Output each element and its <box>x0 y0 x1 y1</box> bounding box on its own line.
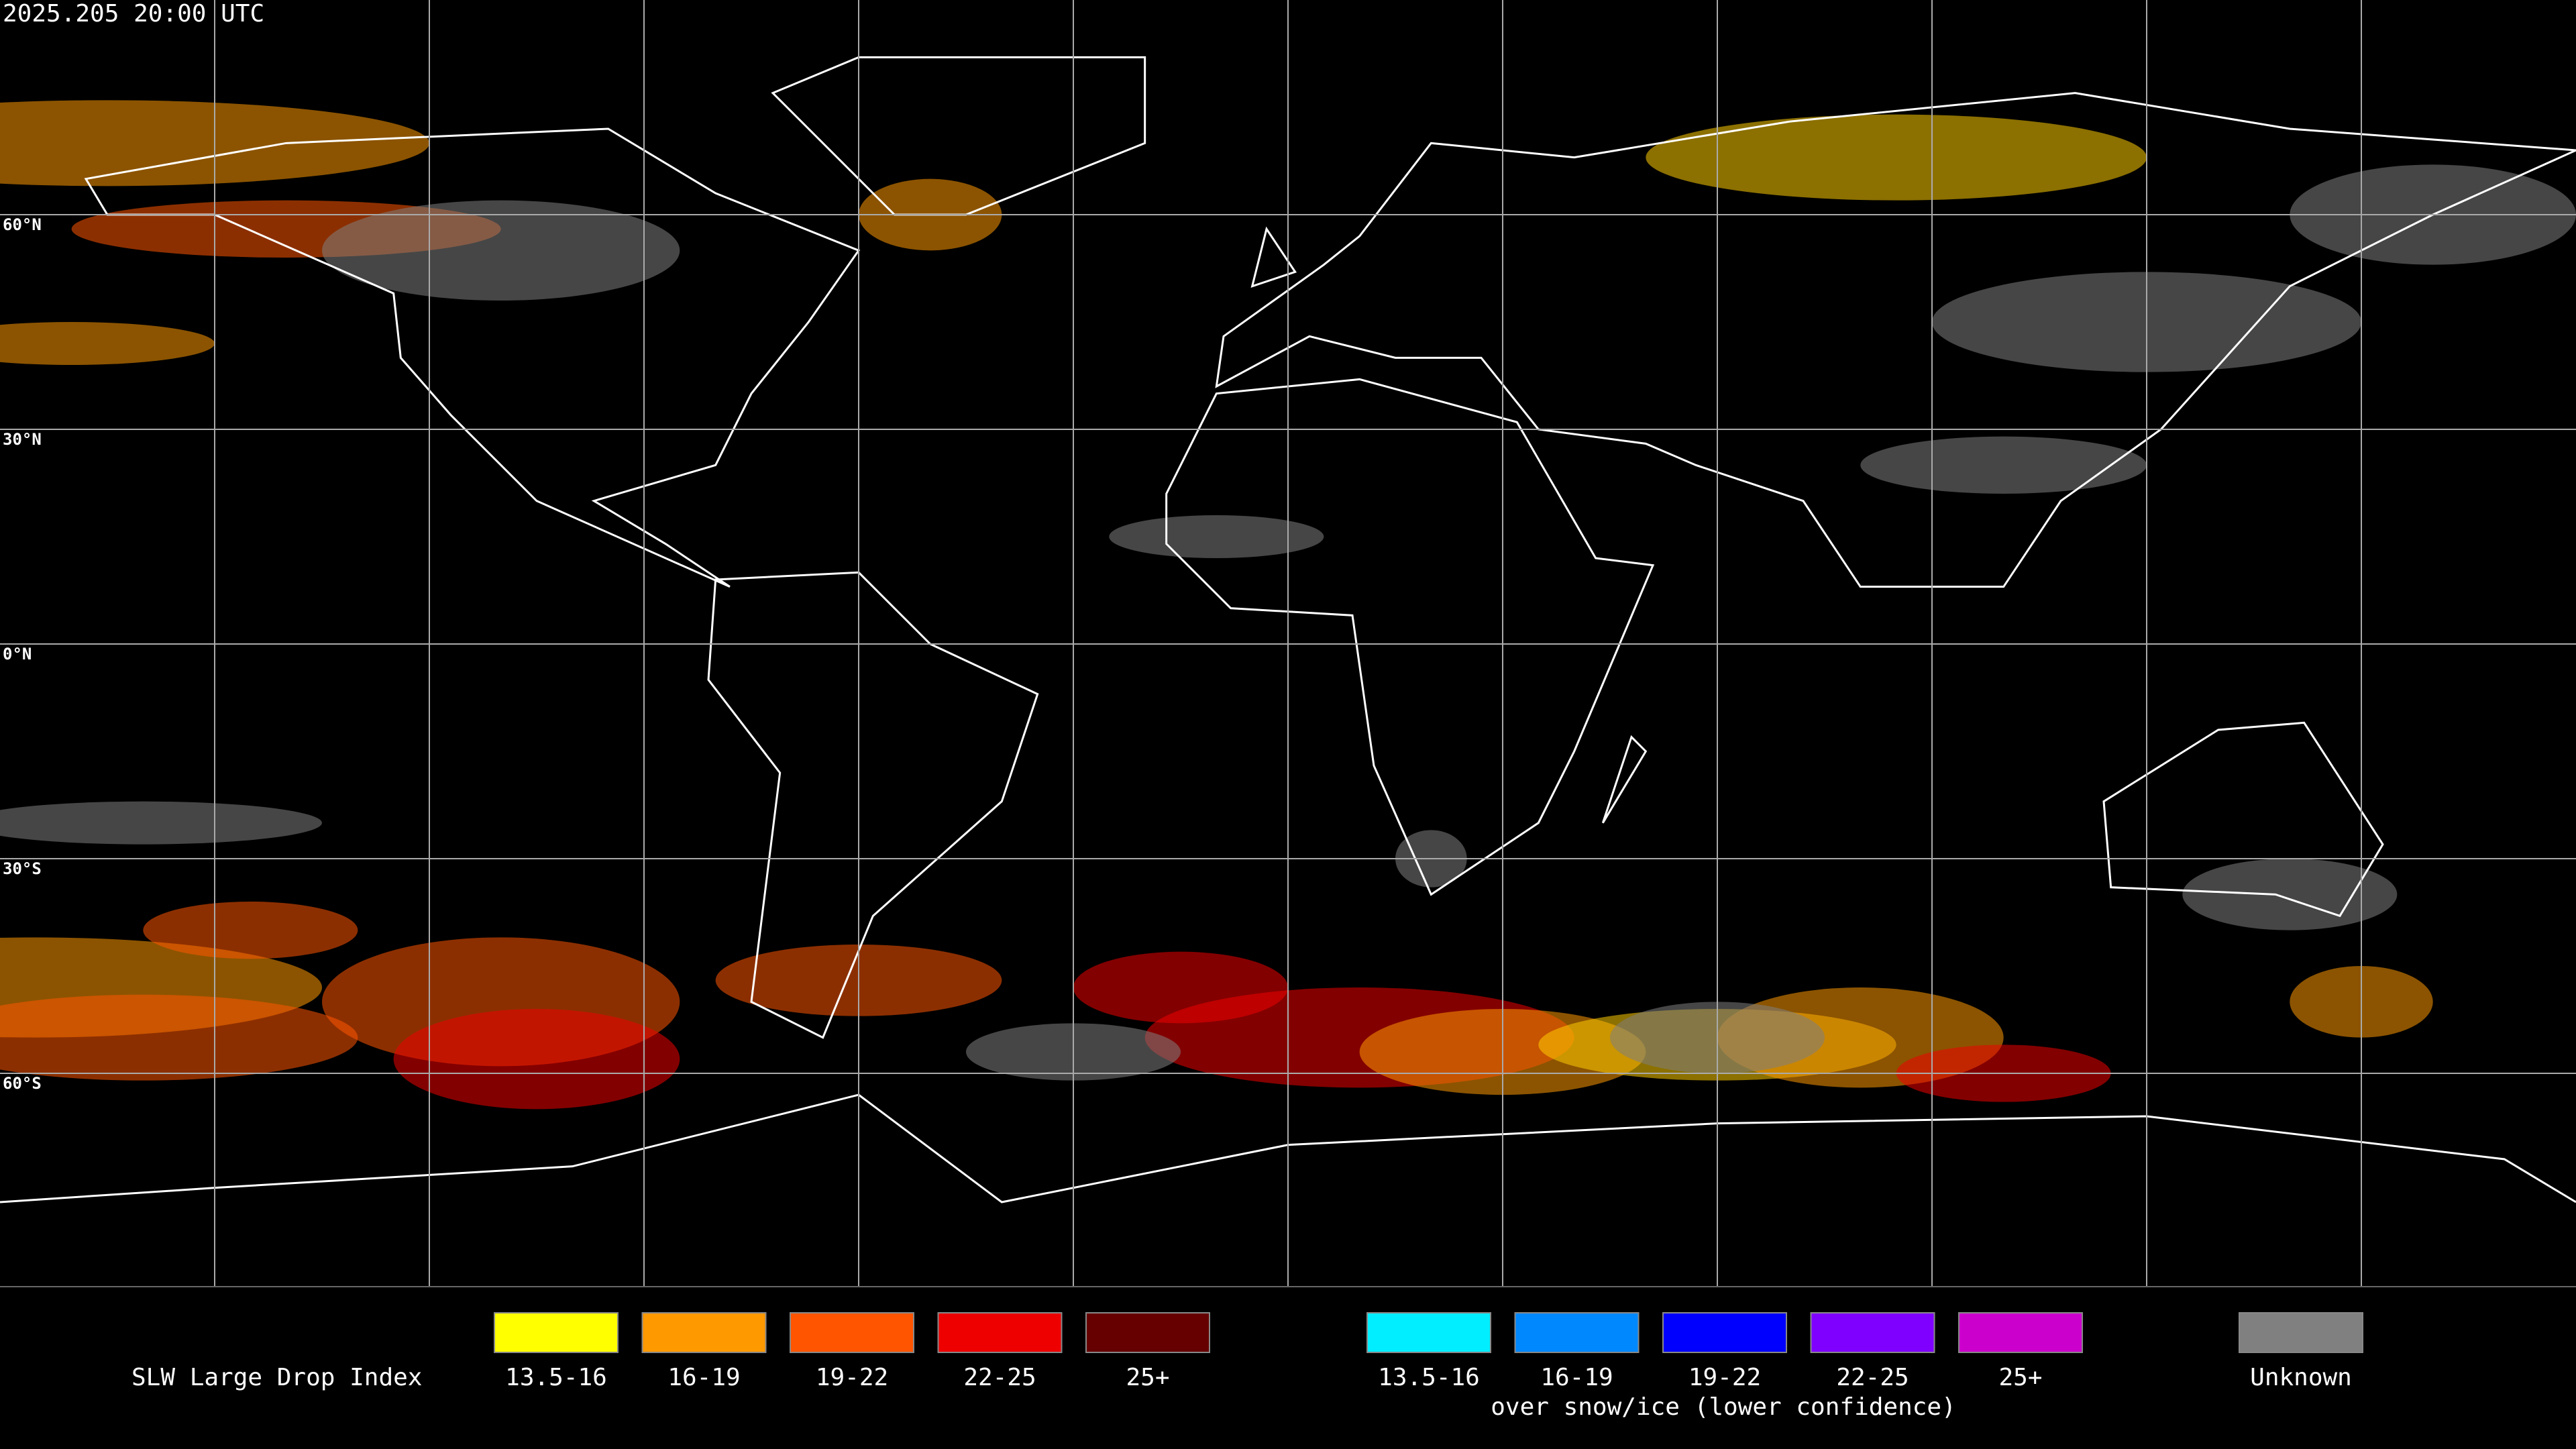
coastline <box>1165 378 1655 896</box>
legend-swatch <box>937 1312 1063 1353</box>
legend-label: 13.5-16 <box>1378 1364 1480 1391</box>
cloud-patch <box>393 1008 680 1110</box>
cloud-patch <box>1860 436 2147 494</box>
timestamp: 2025.205 20:00 UTC <box>3 0 264 28</box>
lat-label: 0°N <box>3 645 32 663</box>
legend-label: 16-19 <box>667 1364 740 1391</box>
coastline <box>84 127 861 588</box>
legend: SLW Large Drop Index 13.5-16 16-19 19-22 22-… <box>131 1312 2363 1421</box>
lat-label: 60°N <box>3 215 42 234</box>
cloud-patch <box>0 994 358 1081</box>
legend-swatch <box>2239 1312 2363 1353</box>
coastline <box>0 1093 2576 1203</box>
cloud-patch <box>143 901 358 959</box>
legend-label: 22-25 <box>963 1364 1036 1391</box>
lat-labels: 60°N 30°N 0°N 30°S 60°S <box>3 215 42 1093</box>
cloud-patch <box>1109 515 1324 559</box>
coastline <box>707 571 1039 1039</box>
legend-label: 19-22 <box>1688 1364 1761 1391</box>
lat-label: 60°S <box>3 1074 42 1093</box>
legend-swatch <box>1085 1312 1210 1353</box>
legend-swatch <box>1662 1312 1787 1353</box>
cloud-patch <box>321 200 680 301</box>
lat-label: 30°N <box>3 430 42 449</box>
legend-swatch <box>1958 1312 2083 1353</box>
legend-swatch <box>641 1312 767 1353</box>
coastline <box>1250 226 1297 288</box>
legend-swatch <box>1514 1312 1640 1353</box>
cloud-patch <box>1646 114 2147 201</box>
legend-label: 25+ <box>1998 1364 2042 1391</box>
legend-note: over snow/ice (lower confidence) <box>1491 1393 1956 1421</box>
legend-label: 16-19 <box>1540 1364 1613 1391</box>
legend-swatch <box>494 1312 619 1353</box>
coastline <box>1601 735 1648 824</box>
cloud-patch <box>2182 858 2398 930</box>
cloud-patch <box>0 322 215 365</box>
legend-swatch <box>790 1312 914 1353</box>
legend-label: 13.5-16 <box>505 1364 607 1391</box>
legend-swatch <box>1810 1312 1935 1353</box>
legend-label: 22-25 <box>1836 1364 1909 1391</box>
legend-label: 25+ <box>1126 1364 1169 1391</box>
legend-label: 19-22 <box>816 1364 888 1391</box>
cloud-patch <box>0 801 322 845</box>
legend-label: Unknown <box>2250 1364 2352 1391</box>
lat-label: 30°S <box>3 859 42 878</box>
legend-title: SLW Large Drop Index <box>131 1364 422 1391</box>
graticule <box>0 0 2576 1287</box>
legend-swatch <box>1366 1312 1491 1353</box>
